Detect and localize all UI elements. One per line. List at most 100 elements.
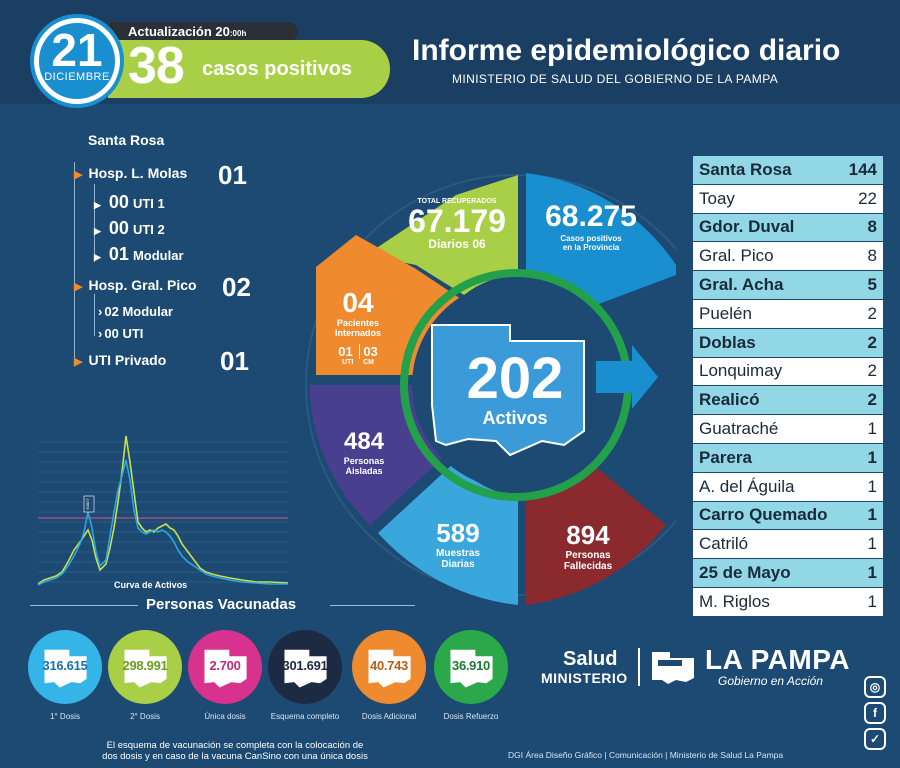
deceased-block: 894 Personas Fallecidas <box>548 520 628 572</box>
hospital-sub-row: ▶ 00 UTI 1 <box>94 192 165 212</box>
chart-grid <box>38 441 288 583</box>
page-subtitle: MINISTERIO DE SALUD DEL GOBIERNO DE LA P… <box>452 72 779 86</box>
white-triangle-icon: ▶ <box>94 226 101 236</box>
recovered-block: TOTAL RECUPERADOS 67.179 Diarios 06 <box>392 198 522 251</box>
hospital-molas-count: 01 <box>218 160 247 190</box>
table-row: Doblas 2 <box>693 328 883 358</box>
white-triangle-icon: ▶ <box>94 200 101 210</box>
update-time-bar: Actualización 20:00h <box>110 22 298 42</box>
deceased-segment <box>526 467 666 605</box>
hospital-molas-row: ▶ Hosp. L. Molas <box>74 165 188 181</box>
recovered-segment <box>366 175 518 295</box>
footer-credits: DGI Área Diseño Gráfico | Comunicación |… <box>508 750 784 760</box>
table-row: 25 de Mayo 1 <box>693 559 883 588</box>
hospital-sub-row: › 00 UTI <box>98 326 144 341</box>
vaccine-badge: 40.743 <box>352 630 426 704</box>
active-label: Activos <box>482 408 548 428</box>
divider <box>30 605 138 606</box>
vaccine-badge: 298.991 <box>108 630 182 704</box>
vaccine-caption: Dosis Adicional <box>361 712 417 721</box>
table-row: Parera 1 <box>693 443 883 473</box>
table-row: Carro Quemado 1 <box>693 501 883 531</box>
twitter-icon[interactable]: ✓ <box>864 728 886 750</box>
table-row: Realicó 2 <box>693 386 883 416</box>
hospitalized-value: 04 <box>342 287 374 318</box>
la-pampa-logo-text: LA PAMPA <box>705 644 851 675</box>
vaccine-caption: 2° Dosis <box>130 712 160 721</box>
isolated-block: 484 Personas Aisladas <box>324 428 404 476</box>
salud-logo-text: Salud <box>563 648 618 670</box>
hospital-occupancy-panel: Santa Rosa ▶ Hosp. L. Molas 01 ▶ 00 UTI 1 ▶… <box>68 132 318 382</box>
deceased-value: 894 <box>566 520 610 550</box>
vaccine-badge: 301.691 <box>268 630 342 704</box>
date-badge: 21 DICIEMBRE <box>34 18 120 104</box>
orange-triangle-icon: ▶ <box>74 281 83 293</box>
table-row: Gdor. Duval 8 <box>693 213 883 243</box>
hospital-sub-row: ▶ 01 Modular <box>94 244 184 264</box>
cases-pill <box>108 40 390 98</box>
daily-cases-label: casos positivos <box>202 58 353 80</box>
hospital-pico-count: 02 <box>222 272 251 302</box>
samples-block: 589 Muestras Diarias <box>418 518 498 570</box>
active-value: 202 <box>466 346 564 411</box>
table-row: Catriló 1 <box>693 530 883 560</box>
vaccine-badge: 36.910 <box>434 630 508 704</box>
hospital-sub-row: ▶ 00 UTI 2 <box>94 218 165 238</box>
hospital-pico-row: ▶ Hosp. Gral. Pico <box>74 277 197 293</box>
white-triangle-icon: ▶ <box>94 252 101 262</box>
recovered-value: 67.179 <box>408 203 506 239</box>
vaccine-caption: Esquema completo <box>270 712 340 721</box>
gobierno-tagline: Gobierno en Acción <box>718 674 823 688</box>
chart-peak-label: 60827 <box>85 498 90 510</box>
table-row: A. del Águila 1 <box>693 472 883 502</box>
province-map-icon <box>431 324 585 457</box>
date-month: DICIEMBRE <box>44 71 110 83</box>
vaccine-badge: 2.700 <box>188 630 262 704</box>
daily-cases-number: 38 <box>128 37 185 95</box>
tree-line <box>94 184 95 262</box>
hospitalized-block: 04 Pacientes Internados 01 03 UTI CM <box>318 287 398 367</box>
localities-table: Santa Rosa 144 Toay 22 Gdor. Duval 8 Gral. … <box>693 156 883 617</box>
facebook-icon[interactable]: f <box>864 702 886 724</box>
cases-circle-graphic <box>305 173 676 605</box>
series-blue-line <box>37 459 288 586</box>
chart-peak-marker <box>83 495 95 513</box>
la-pampa-emblem-icon <box>652 652 694 684</box>
page-title: Informe epidemiológico diario <box>412 34 841 67</box>
vaccination-note: El esquema de vacunación se completa con… <box>102 740 368 762</box>
table-row: Santa Rosa 144 <box>693 156 883 185</box>
chart-caption: Curva de Activos <box>114 580 188 590</box>
logo-divider <box>638 648 640 686</box>
tree-line <box>74 162 75 362</box>
positives-block: 68.275 Casos positivos en la Provincia <box>526 200 656 252</box>
samples-segment <box>378 463 518 605</box>
orange-triangle-icon: ▶ <box>74 169 83 181</box>
table-row: M. Riglos 1 <box>693 587 883 617</box>
active-block: 202 Activos <box>455 350 575 429</box>
positives-value: 68.275 <box>545 200 637 233</box>
hospital-city-label: Santa Rosa <box>88 132 165 148</box>
samples-value: 589 <box>436 518 480 548</box>
positives-segment <box>526 173 676 305</box>
instagram-icon[interactable]: ◎ <box>864 676 886 698</box>
table-row: Guatraché 1 <box>693 415 883 444</box>
vaccine-caption: 1° Dosis <box>50 712 80 721</box>
table-row: Lonquimay 2 <box>693 357 883 387</box>
vaccine-caption: Única dosis <box>204 712 246 721</box>
isolated-value: 484 <box>343 428 385 455</box>
vaccines-title: Personas Vacunadas <box>146 596 297 613</box>
hospital-private-count: 01 <box>220 346 249 376</box>
tree-line <box>94 294 95 336</box>
date-day: 21 <box>51 24 103 76</box>
table-row: Gral. Acha 5 <box>693 271 883 300</box>
table-row: Toay 22 <box>693 184 883 214</box>
vaccine-badge: 316.615 <box>28 630 102 704</box>
table-row: Puelén 2 <box>693 299 883 329</box>
orange-triangle-icon: ▶ <box>74 356 83 368</box>
table-row: Gral. Pico 8 <box>693 242 883 272</box>
hospital-sub-row: › 02 Modular <box>98 304 173 319</box>
hospital-private-row: ▶ UTI Privado <box>74 352 167 368</box>
divider <box>330 605 415 606</box>
vaccine-caption: Dosis Refuerzo <box>443 712 499 721</box>
active-cases-chart: 60827 <box>37 435 288 586</box>
